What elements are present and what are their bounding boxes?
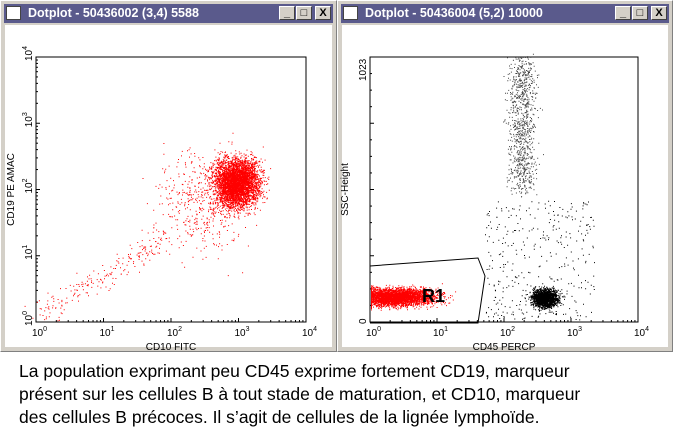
x-tick-label: 102: [500, 326, 515, 339]
caption-line: présent sur les cellules B à tout stade …: [19, 384, 581, 404]
window-title: Dotplot - 50436002 (3,4) 5588: [28, 6, 199, 20]
minimize-button[interactable]: _: [279, 6, 295, 20]
dotplot-window-left: Dotplot - 50436002 (3,4) 5588 _ □ X: [0, 0, 337, 352]
maximize-button[interactable]: □: [632, 6, 648, 20]
r1-population: [371, 283, 457, 311]
y-tick-label: 102: [22, 178, 35, 193]
y-tick-label: 1023: [358, 58, 369, 81]
scattered-events: [485, 200, 595, 321]
x-tick-label: 104: [634, 326, 649, 339]
x-tick-label: 102: [167, 326, 182, 339]
plot-frame: [35, 56, 307, 323]
low-events: [24, 227, 179, 322]
plot-frame: [369, 56, 639, 323]
y-axis-label: SSC-Height: [340, 163, 351, 216]
dotplots: 100 101 102 103 104 CD10 FITC CD19 PE AMAC 100 1…: [6, 46, 649, 352]
x-tick-label: 103: [567, 326, 582, 339]
minimize-button[interactable]: _: [615, 6, 631, 20]
plot-area: [5, 25, 332, 347]
y-tick-label: 0: [358, 318, 369, 324]
caption-line: des cellules B précoces. Il s’agit de ce…: [19, 407, 540, 427]
close-button[interactable]: X: [315, 6, 331, 20]
y-tick-label: 101: [22, 245, 35, 260]
x-tick-label: 101: [433, 326, 448, 339]
caption-line: La population exprimant peu CD45 exprime…: [19, 361, 570, 381]
lymphocyte-cluster: [525, 285, 565, 313]
gate-label: R1: [422, 286, 445, 306]
app-icon: [6, 6, 21, 20]
y-tick-label: 103: [22, 112, 35, 127]
cd19-cd10-cluster: [203, 146, 272, 220]
title-bar[interactable]: Dotplot - 50436002 (3,4) 5588 _ □ X: [4, 4, 333, 23]
ssc-band: [503, 53, 544, 198]
close-button[interactable]: X: [651, 6, 667, 20]
r1-gate[interactable]: [369, 257, 486, 324]
maximize-button[interactable]: □: [296, 6, 312, 20]
app-icon: [343, 6, 358, 20]
x-tick-label: 101: [100, 326, 115, 339]
x-tick-label: 100: [366, 326, 381, 339]
x-axis-label: CD10 FITC: [146, 342, 197, 352]
y-axis-label: CD19 PE AMAC: [6, 153, 17, 226]
x-tick-label: 100: [32, 326, 47, 339]
x-axis-label: CD45 PERCP: [473, 342, 536, 352]
x-tick-label: 104: [302, 326, 317, 339]
title-bar[interactable]: Dotplot - 50436004 (5,2) 10000 _ □ X: [341, 4, 669, 23]
caption: La population exprimant peu CD45 exprime…: [19, 360, 580, 429]
x-tick-label: 103: [235, 326, 250, 339]
y-tick-label: 104: [22, 46, 35, 61]
window-title: Dotplot - 50436004 (5,2) 10000: [365, 6, 543, 20]
